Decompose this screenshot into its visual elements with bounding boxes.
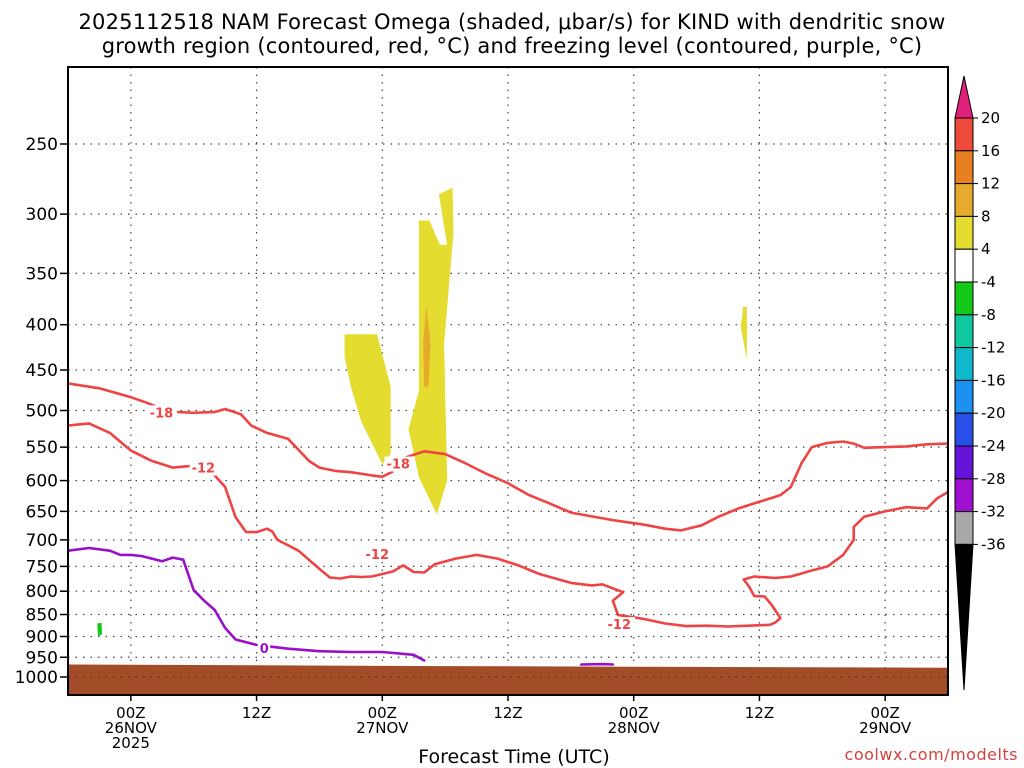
- colorbar-label--36: -36: [981, 535, 1006, 553]
- omega-shading: [97, 187, 747, 637]
- omega-area-3: [423, 305, 431, 387]
- contour-label-0-1: 0: [260, 642, 269, 657]
- y-tick-label-450: 450: [26, 361, 58, 381]
- colorbar-label-16: 16: [981, 142, 1000, 160]
- contour-label--12-2: -12: [366, 548, 390, 563]
- colorbar-swatch-2: [954, 150, 974, 185]
- colorbar-label-12: 12: [981, 175, 1000, 193]
- contour-label--12-3: -12: [608, 618, 632, 633]
- y-tick-label-550: 550: [26, 438, 58, 458]
- contour-label--18-1: -18: [150, 406, 174, 421]
- contour-freezing-level-3: [68, 546, 426, 662]
- colorbar-swatch-8: [954, 347, 974, 381]
- site-credit: coolwx.com/modelts: [844, 745, 1018, 764]
- x-tick-label-00z: 00Z: [116, 704, 145, 722]
- x-tick-label-27nov: 27NOV: [356, 719, 409, 737]
- y-tick-label-500: 500: [26, 402, 58, 422]
- colorbar-label--28: -28: [981, 470, 1006, 488]
- plot-area: [68, 67, 948, 695]
- y-tick-label-800: 800: [26, 582, 58, 602]
- x-tick-label-2025: 2025: [112, 734, 150, 752]
- contour-dendritic-growth-1: [68, 382, 948, 532]
- colorbar-label--8: -8: [981, 306, 996, 324]
- omega-area-2: [408, 187, 454, 515]
- colorbar-label-8: 8: [981, 207, 991, 225]
- colorbar-arrow-top: [954, 75, 974, 119]
- x-tick-label-12z: 12Z: [242, 704, 271, 722]
- colorbar-swatch-13: [954, 511, 974, 545]
- x-tick-label-12z: 12Z: [745, 704, 774, 722]
- colorbar-swatch-3: [954, 183, 974, 217]
- y-tick-label-900: 900: [26, 627, 58, 647]
- y-tick-label-700: 700: [26, 531, 58, 551]
- y-tick-label-250: 250: [26, 135, 58, 155]
- y-tick-label-1000: 1000: [15, 668, 58, 688]
- colorbar-label--24: -24: [981, 437, 1006, 455]
- y-tick-label-350: 350: [26, 264, 58, 284]
- y-tick-label-300: 300: [26, 205, 58, 225]
- x-tick-label-12z: 12Z: [493, 704, 522, 722]
- contour-label-bg: [363, 547, 394, 563]
- contour-label-bg: [605, 617, 636, 633]
- colorbar-swatch-5: [954, 248, 974, 283]
- x-tick-label-00z: 00Z: [619, 704, 648, 722]
- colorbar-label--12: -12: [981, 339, 1006, 357]
- contour-label-bg: [189, 460, 220, 476]
- omega-area-4: [740, 307, 747, 360]
- y-tick-label-600: 600: [26, 472, 58, 492]
- colorbar-swatch-6: [954, 281, 974, 316]
- chart-title-line-1: 2025112518 NAM Forecast Omega (shaded, μ…: [78, 10, 946, 34]
- colorbar-swatch-4: [954, 215, 974, 250]
- colorbar-label--16: -16: [981, 371, 1006, 389]
- x-tick-label-00z: 00Z: [870, 704, 899, 722]
- colorbar-swatch-1: [954, 117, 974, 152]
- contour-dendritic-growth-2: [68, 422, 948, 628]
- colorbar-label--4: -4: [981, 273, 996, 291]
- y-tick-label-850: 850: [26, 606, 58, 626]
- omega-area-1: [344, 334, 391, 465]
- contour-label-bg: [384, 456, 414, 472]
- contour-label-bg: [147, 405, 178, 421]
- colorbar-swatch-10: [954, 412, 974, 447]
- y-tick-label-400: 400: [26, 316, 58, 336]
- x-axis-label: Forecast Time (UTC): [418, 746, 610, 768]
- y-tick-label-750: 750: [26, 557, 58, 577]
- x-tick-label-26nov: 26NOV: [105, 719, 158, 737]
- colorbar-swatch-11: [954, 445, 974, 480]
- colorbar-swatch-7: [954, 314, 974, 349]
- ground-layer: [68, 664, 948, 695]
- colorbar-label--32: -32: [981, 503, 1006, 521]
- ground-fill: [68, 664, 948, 695]
- contour-label--18-2: -18: [386, 458, 410, 473]
- contour-label--12-1: -12: [192, 462, 216, 477]
- omega-area-5: [97, 622, 102, 637]
- colorbar-label-20: 20: [981, 109, 1000, 127]
- x-tick-label-29nov: 29NOV: [859, 719, 912, 737]
- x-tick-label-28nov: 28NOV: [608, 719, 661, 737]
- colorbar-swatch-12: [954, 478, 974, 513]
- colorbar-swatch-9: [954, 379, 974, 414]
- y-tick-label-650: 650: [26, 502, 58, 522]
- contours: -18 -18 -12 -12 -12 0: [68, 382, 948, 666]
- colorbar-label--20: -20: [981, 404, 1006, 422]
- chart-title-line-2: growth region (contoured, red, °C) and f…: [101, 34, 923, 58]
- y-tick-label-950: 950: [26, 648, 58, 668]
- y-axis: 2503003504004505005506006507007508008509…: [15, 135, 68, 688]
- colorbar-label-4: 4: [981, 240, 991, 258]
- colorbar-arrow-bottom: [954, 543, 974, 691]
- colorbar: 20 16 12 8 4 -4 -8 -12 -16 -20 -24 -28 -32 -36: [954, 75, 1006, 691]
- x-tick-label-00z: 00Z: [368, 704, 397, 722]
- contour-label-bg: [257, 640, 271, 656]
